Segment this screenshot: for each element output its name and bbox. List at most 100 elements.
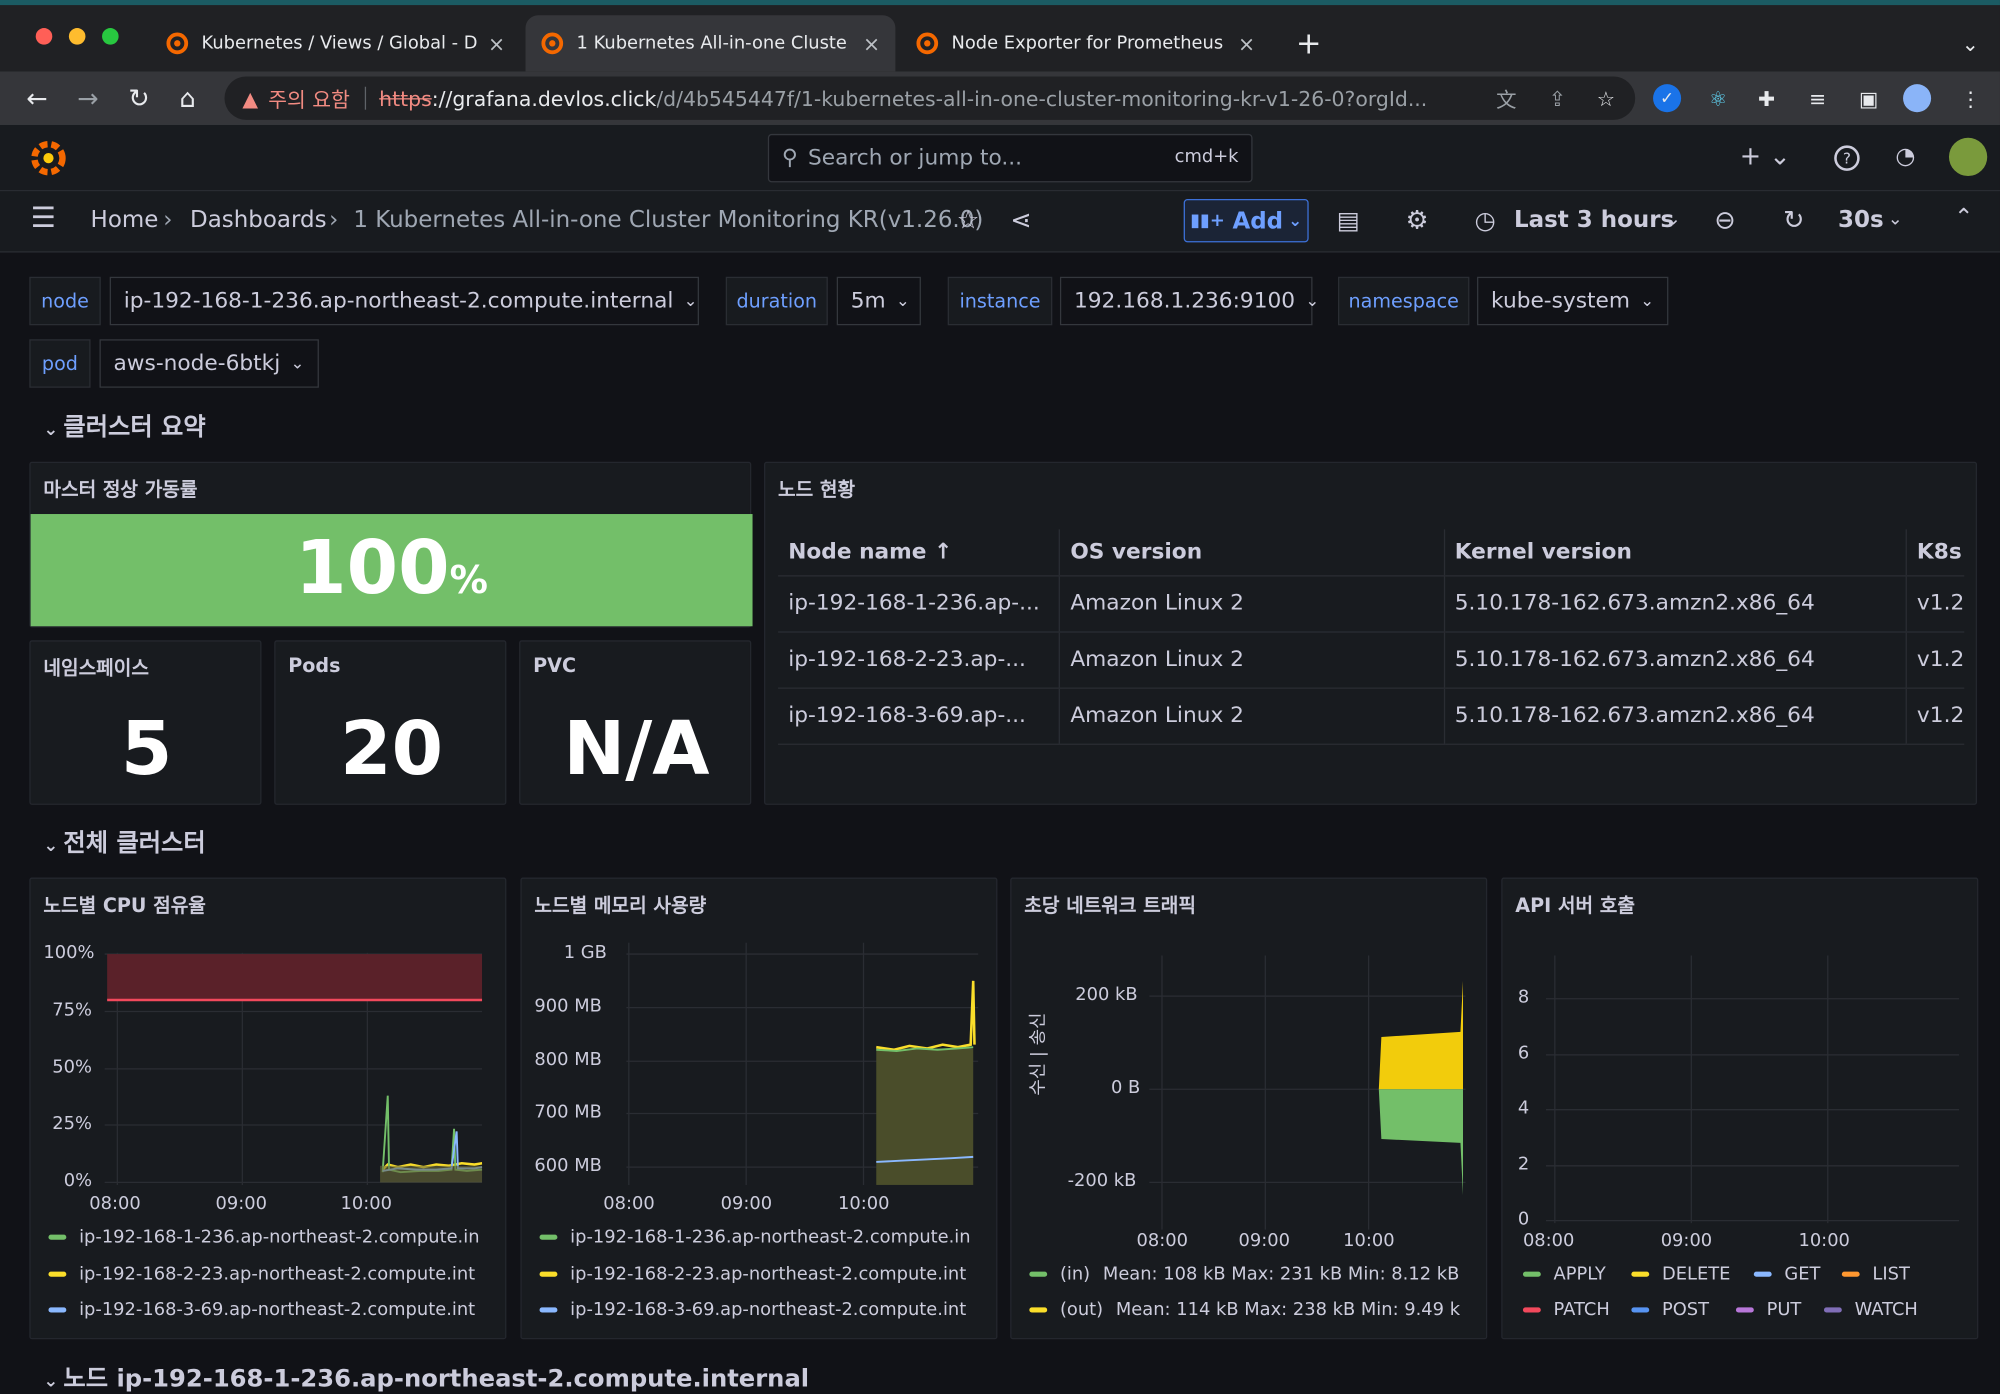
reading-list-icon[interactable]: ≡ [1809,86,1827,111]
extensions-puzzle-icon[interactable]: ✚ [1758,86,1776,111]
row-whole-cluster[interactable]: ⌄ 전체 클러스터 [43,824,205,858]
cpu-series-1-line [381,1095,483,1174]
collapse-chevron-up-icon[interactable]: ⌃ [1954,204,1974,231]
share-icon[interactable]: ⇪ [1548,86,1566,111]
settings-gear-icon[interactable]: ⚙ [1405,204,1429,235]
side-panel-icon[interactable]: ▣ [1858,86,1879,111]
table-cell: ip-192-168-3-69.ap-... [778,687,1060,745]
hamburger-menu-icon[interactable]: ☰ [30,202,56,235]
profile-avatar[interactable] [1903,84,1932,113]
y-tick-label: 900 MB [534,996,602,1017]
cpu-series-area [380,1165,483,1183]
reload-icon[interactable]: ↻ [128,82,150,114]
bookmark-star-icon[interactable]: ☆ [1596,86,1616,111]
close-tab-icon[interactable]: × [1237,31,1256,56]
time-range-picker[interactable]: Last 3 hours [1514,206,1675,234]
new-plus-icon[interactable]: + ⌄ [1739,140,1791,171]
breadcrumb-dashboards[interactable]: Dashboards [190,206,327,234]
minimize-window-button[interactable] [68,28,86,45]
help-icon[interactable]: ? [1834,145,1860,171]
variable-select-duration[interactable]: 5m ⌄ [836,276,921,326]
react-devtools-icon[interactable]: ⚛ [1708,86,1728,111]
x-tick-label: 10:00 [838,1193,890,1215]
legend-item[interactable]: DELETE [1631,1264,1730,1284]
row-node[interactable]: ⌄ 노드 ip-192-168-1-236.ap-northeast-2.comp… [43,1360,809,1394]
extension-check-icon[interactable]: ✓ [1653,84,1682,113]
close-tab-icon[interactable]: × [487,31,506,56]
memory-chart-plot [626,942,979,1185]
legend-item[interactable]: APPLY [1522,1264,1606,1284]
user-avatar[interactable] [1948,137,1988,177]
panel-pvc: PVC N/A [519,640,752,805]
zoom-out-icon[interactable]: ⊖ [1714,204,1736,235]
panel-namespaces: 네임스페이스 5 [29,640,262,805]
column-header-kernel-version[interactable]: Kernel version [1443,529,1907,576]
browser-tab-1[interactable]: Kubernetes / Views / Global - D × [151,15,521,71]
legend-item[interactable]: WATCH [1823,1300,1918,1320]
variable-label-instance: instance [947,276,1053,326]
close-tab-icon[interactable]: × [862,31,881,56]
x-tick-label: 09:00 [720,1193,773,1215]
variable-select-namespace[interactable]: kube-system ⌄ [1477,276,1669,326]
column-header-os-version[interactable]: OS version [1058,529,1444,576]
legend-item[interactable]: GET [1753,1264,1820,1284]
chevron-down-icon[interactable]: ⌄ [1665,209,1681,230]
legend-item[interactable]: ip-192-168-2-23.ap-northeast-2.compute.i… [48,1264,475,1284]
variable-select-node[interactable]: ip-192-168-1-236.ap-northeast-2.compute.… [109,276,699,326]
column-header-k8s[interactable]: K8s [1905,529,1965,576]
variable-select-instance[interactable]: 192.168.1.236:9100 ⌄ [1059,276,1319,326]
address-bar[interactable]: ▲ 주의 요함 https ://grafana.devlos.click /d… [224,76,1636,120]
legend-label: PATCH [1553,1299,1610,1321]
legend-swatch [1631,1307,1650,1313]
close-window-button[interactable] [35,28,53,45]
forward-arrow-icon[interactable]: → [77,82,99,114]
grafana-logo-icon[interactable] [28,138,69,179]
breadcrumb-home[interactable]: Home [90,206,159,234]
table-cell: 5.10.178-162.673.amzn2.x86_64 [1443,687,1907,745]
favorite-star-icon[interactable]: ☆ [956,204,980,235]
legend-item[interactable]: LIST [1841,1264,1910,1284]
legend-item[interactable]: PATCH [1522,1299,1610,1321]
legend-item[interactable]: ip-192-168-2-23.ap-northeast-2.compute.i… [539,1264,966,1284]
x-tick-label: 09:00 [1660,1230,1713,1252]
variable-select-pod[interactable]: aws-node-6btkj ⌄ [99,339,319,388]
add-button-label: Add [1232,207,1284,235]
browser-tab-3[interactable]: Node Exporter for Prometheus × [901,15,1271,71]
refresh-icon[interactable]: ↻ [1783,204,1805,235]
add-button[interactable]: ▮▮+ Add ⌄ [1183,198,1309,243]
legend-item[interactable]: ip-192-168-1-236.ap-northeast-2.compute.… [48,1227,480,1247]
maximize-window-button[interactable] [102,28,119,45]
legend-item[interactable]: ip-192-168-3-69.ap-northeast-2.compute.i… [539,1299,967,1321]
table-cell: ip-192-168-2-23.ap-... [778,631,1060,689]
save-dashboard-icon[interactable]: ▤ [1336,206,1360,235]
refresh-interval-picker[interactable]: 30s [1837,206,1884,234]
table-cell: 5.10.178-162.673.amzn2.x86_64 [1443,575,1907,633]
new-tab-button[interactable]: + [1295,25,1322,62]
browser-toolbar: ← → ↻ ⌂ ▲ 주의 요함 https ://grafana.devlos.… [0,71,2000,125]
news-feed-icon[interactable]: ◔ [1895,142,1916,170]
legend-item[interactable]: (in) Mean: 108 kB Max: 231 kB Min: 8.12 k… [1029,1264,1459,1284]
legend-item[interactable]: ip-192-168-1-236.ap-northeast-2.compute.… [539,1227,971,1247]
home-icon[interactable]: ⌂ [179,82,196,114]
browser-menu-icon[interactable]: ⋮ [1960,86,1981,111]
search-input[interactable]: ⚲ Search or jump to... cmd+k [767,133,1253,183]
warning-triangle-icon: ▲ [242,86,259,111]
y-tick-label: 800 MB [534,1049,602,1071]
browser-tab-2[interactable]: 1 Kubernetes All-in-one Cluste × [525,15,896,72]
legend-item[interactable]: POST [1631,1300,1709,1320]
legend-label: ip-192-168-3-69.ap-northeast-2.compute.i… [570,1299,967,1321]
share-dashboard-icon[interactable]: ⋖ [1010,204,1032,235]
tab-search-chevron-icon[interactable]: ⌄ [1961,31,1979,56]
column-header-node-name[interactable]: Node name ↑ [778,529,1060,576]
legend-item[interactable]: (out) Mean: 114 kB Max: 238 kB Min: 9.49 … [1029,1300,1460,1320]
translate-icon[interactable]: 文 [1496,88,1517,113]
chevron-down-icon: ⌄ [1640,291,1655,311]
breadcrumb-dashboard-title: 1 Kubernetes All-in-one Cluster Monitori… [353,206,984,234]
row-cluster-summary[interactable]: ⌄ 클러스터 요약 [43,408,205,442]
add-panel-icon: ▮▮+ [1190,210,1225,231]
back-arrow-icon[interactable]: ← [26,82,48,114]
chevron-down-icon[interactable]: ⌄ [1887,209,1903,230]
table-cell: Amazon Linux 2 [1058,631,1444,689]
legend-item[interactable]: ip-192-168-3-69.ap-northeast-2.compute.i… [48,1300,475,1320]
legend-item[interactable]: PUT [1735,1300,1801,1320]
